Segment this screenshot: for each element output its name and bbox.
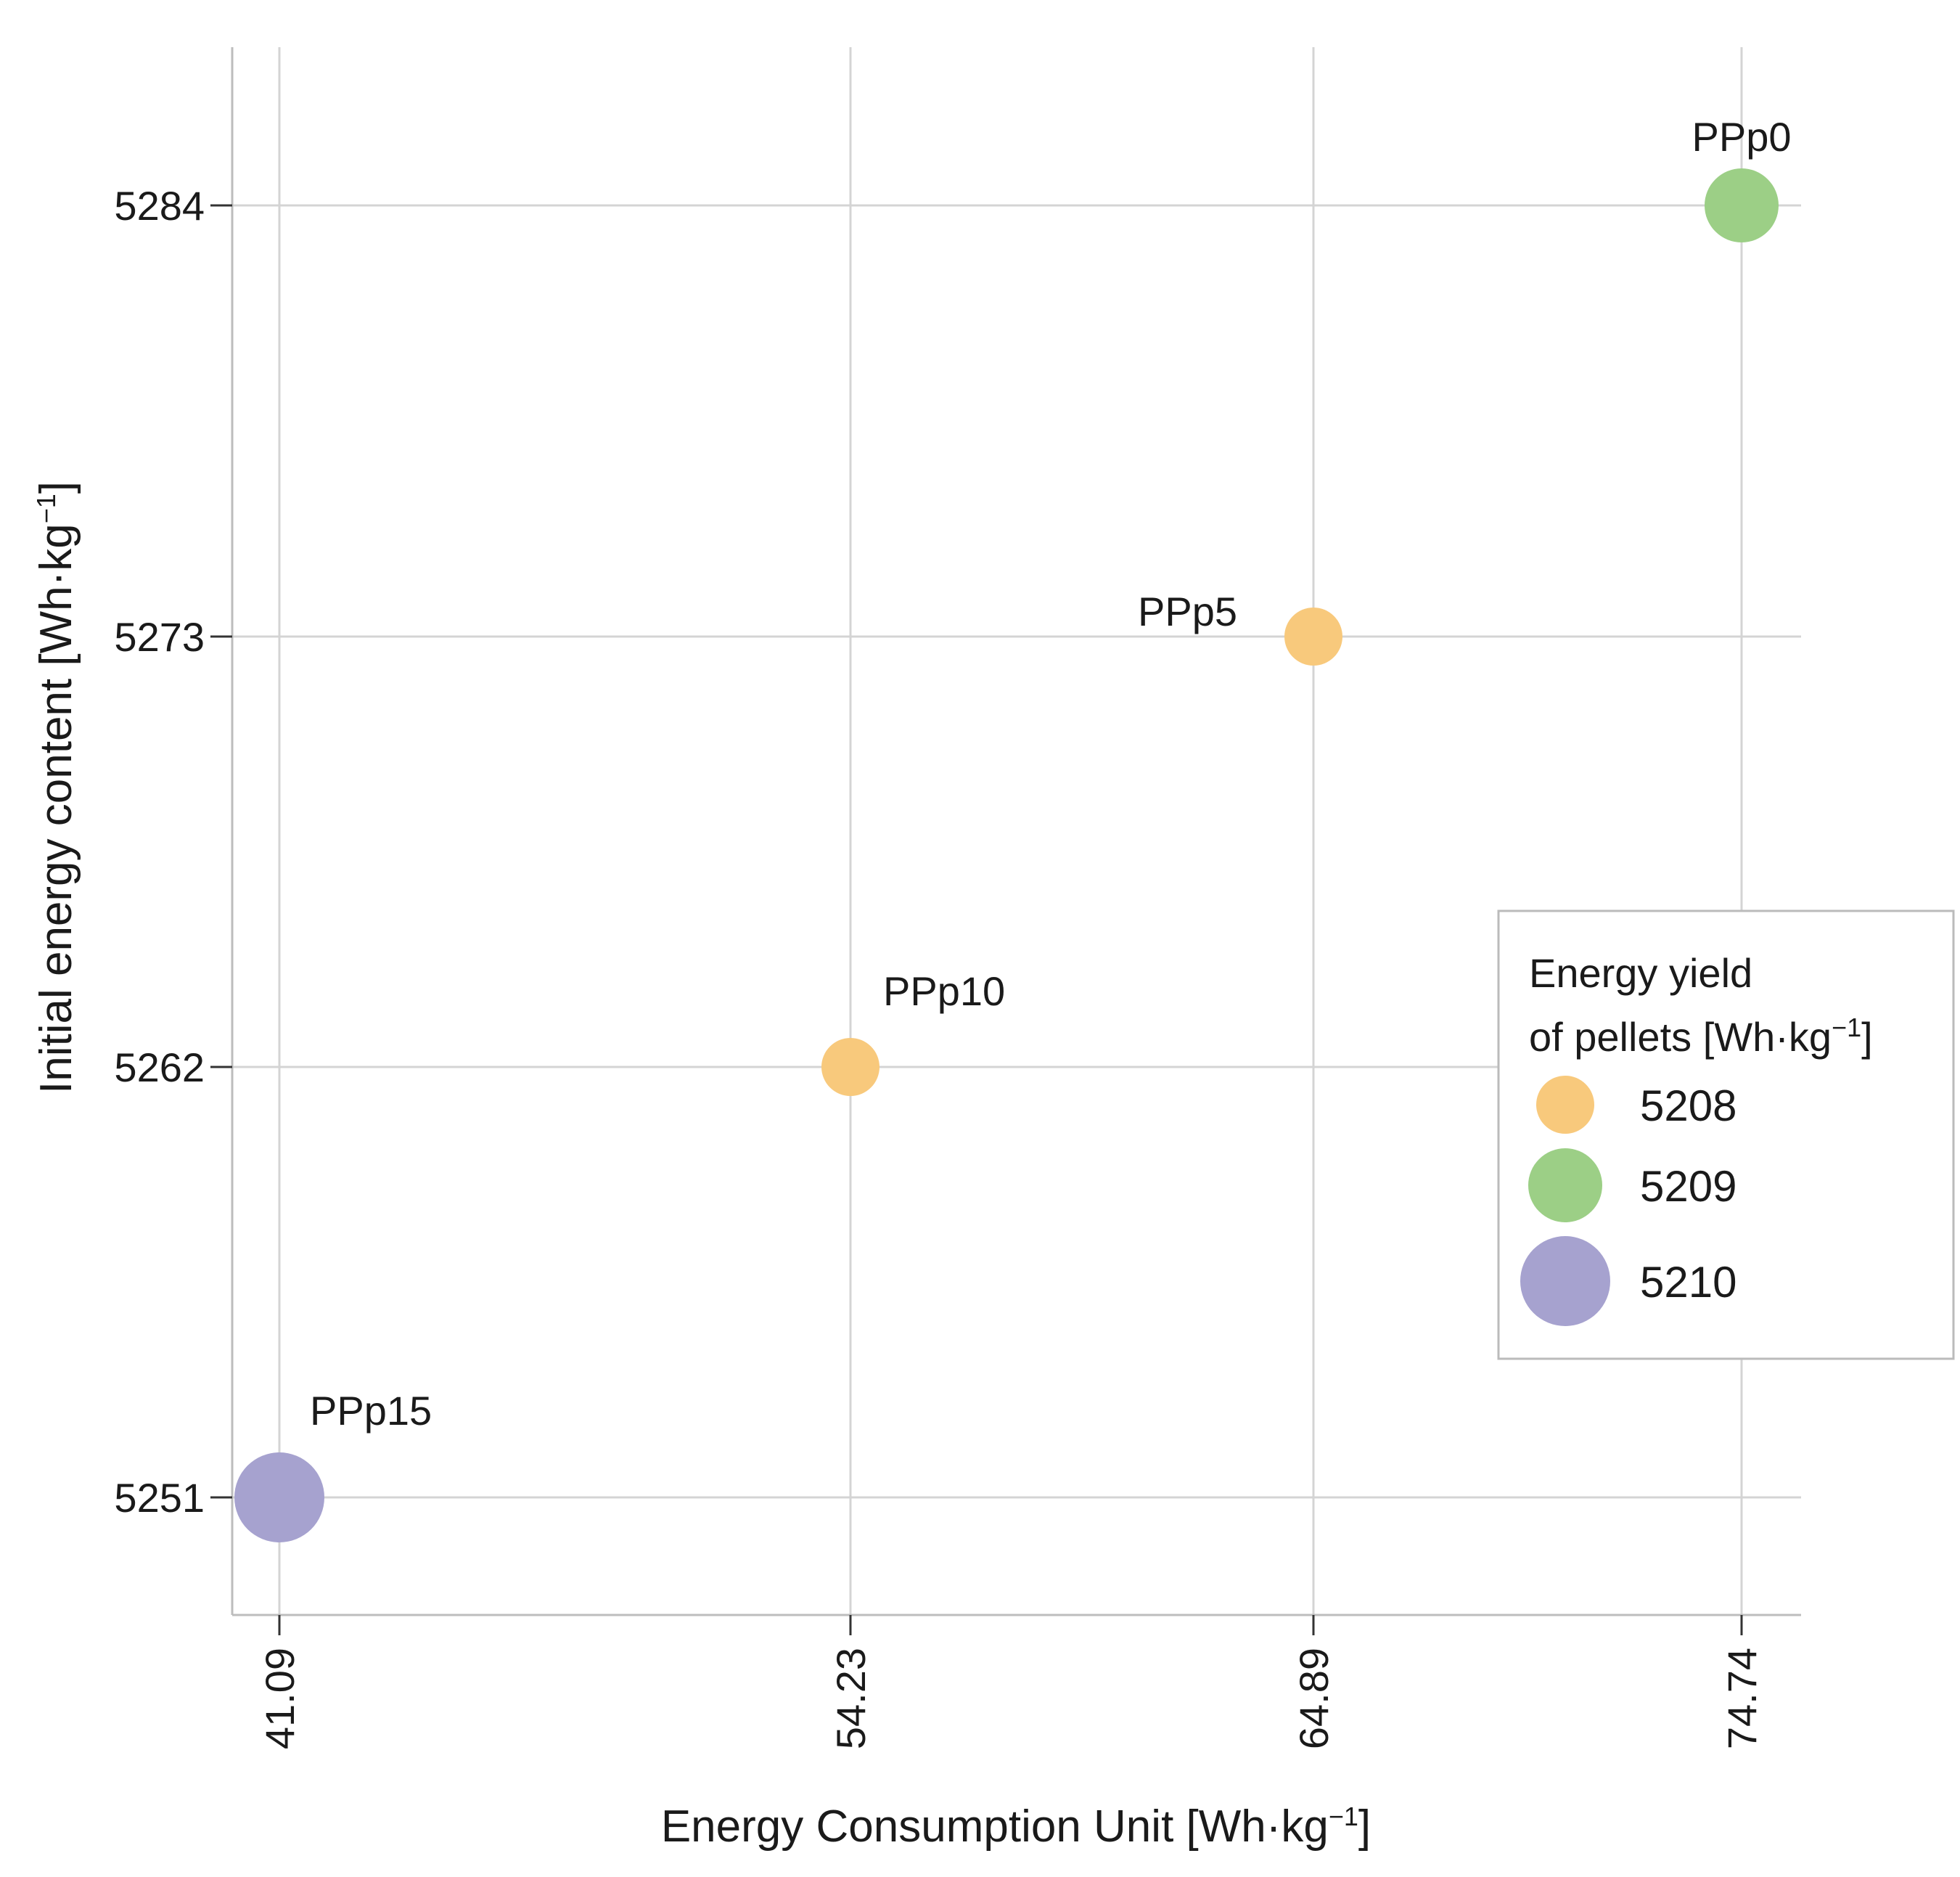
y-axis-title-sup: −1 — [31, 494, 61, 523]
data-point — [821, 1038, 879, 1096]
data-point — [1705, 168, 1779, 242]
grid — [232, 47, 1801, 1615]
data-point-label: PPp15 — [310, 1388, 432, 1434]
x-tick-label: 54.23 — [828, 1648, 874, 1749]
data-point-label: PPp5 — [1138, 589, 1237, 634]
legend: Energy yield of pellets [Wh·kg−1] 520852… — [1497, 909, 1955, 1360]
legend-entry-label: 5208 — [1640, 1081, 1736, 1130]
legend-entries: 5208 5209 5210 — [1520, 1076, 1736, 1326]
x-axis-title-text: Energy Consumption Unit [Wh·kg — [661, 1802, 1329, 1852]
axis-ticks: 5251 5262 5273 5284 41.09 54.23 64.89 74.74 — [114, 183, 1765, 1749]
legend-marker — [1528, 1148, 1602, 1222]
y-tick-label: 5262 — [114, 1044, 205, 1090]
data-point-label: PPp0 — [1692, 114, 1792, 160]
y-axis-title-end: ] — [31, 481, 81, 494]
y-axis-title: Initial energy content [Wh·kg−1] — [31, 481, 81, 1094]
y-axis-title-text: Initial energy content [Wh·kg — [31, 523, 81, 1094]
legend-entry-label: 5210 — [1640, 1258, 1736, 1306]
data-points: PPp0 PPp5 PPp10 PPp15 — [234, 114, 1792, 1542]
legend-marker — [1536, 1076, 1594, 1134]
legend-title-line2: of pellets [Wh·kg−1] — [1529, 1013, 1873, 1060]
x-tick-label: 74.74 — [1719, 1648, 1765, 1749]
data-point-label: PPp10 — [883, 968, 1005, 1014]
x-axis-title: Energy Consumption Unit [Wh·kg−1] — [661, 1802, 1371, 1852]
legend-title-line2-text: of pellets [Wh·kg — [1529, 1014, 1832, 1060]
legend-title-sup: −1 — [1832, 1013, 1861, 1042]
y-tick-label: 5273 — [114, 614, 205, 660]
legend-title-end: ] — [1861, 1014, 1873, 1060]
y-tick-label: 5284 — [114, 183, 205, 229]
x-axis-title-end: ] — [1358, 1802, 1371, 1852]
x-tick-label: 41.09 — [257, 1648, 303, 1749]
y-tick-label: 5251 — [114, 1475, 205, 1521]
x-tick-label: 64.89 — [1291, 1648, 1337, 1749]
x-axis-title-sup: −1 — [1329, 1802, 1358, 1831]
plot-frame — [231, 47, 1801, 1616]
legend-title-line1: Energy yield — [1529, 950, 1752, 996]
legend-marker — [1520, 1236, 1610, 1326]
legend-entry-label: 5209 — [1640, 1162, 1736, 1211]
data-point — [234, 1452, 324, 1542]
data-point — [1284, 608, 1342, 666]
